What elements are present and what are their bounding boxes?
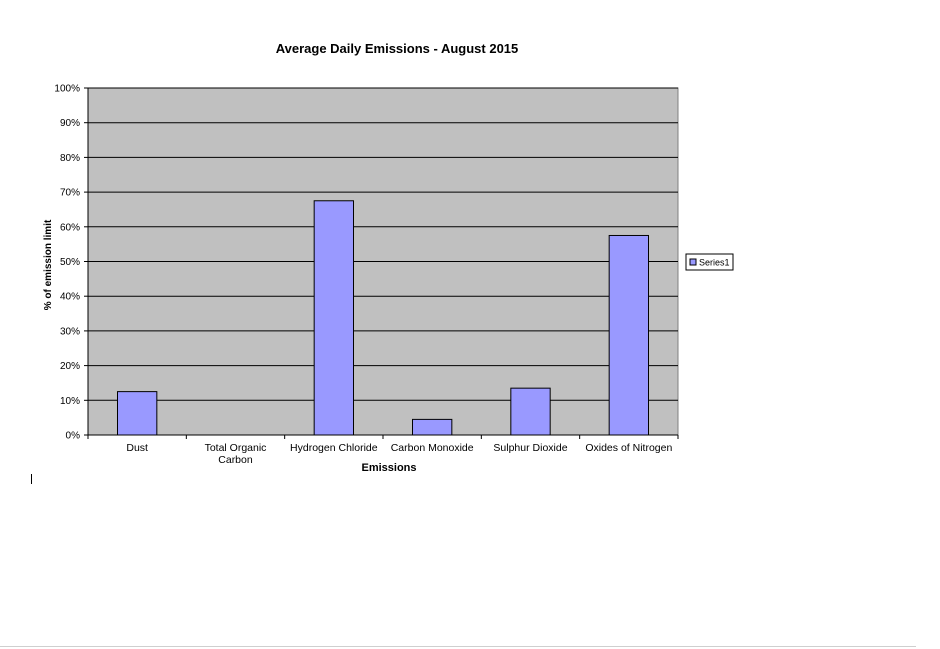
bar [510,387,551,436]
legend-label: Series1 [699,258,730,268]
x-tick-label: Sulphur Dioxide [493,442,567,454]
y-tick-label: 0% [66,431,81,442]
y-tick-label: 80% [60,153,80,164]
bar [608,234,650,436]
plot-area: 0% 10% 20% 30% 40% 50% 60% 70% 80% 90% 100% Dust Tot… [54,84,679,466]
bar [313,200,354,436]
y-tick-label: 30% [60,326,80,337]
y-tick-label: 10% [60,396,80,407]
x-tick-label: Oxides of Nitrogen [585,442,672,454]
bar [117,391,158,436]
x-tick-label: Dust [126,442,148,454]
legend-swatch [689,258,697,266]
chart-title: Average Daily Emissions - August 2015 [276,41,519,56]
y-tick-label: 60% [60,222,80,233]
x-tick-label: Carbon Monoxide [391,442,474,454]
bar [412,418,453,436]
y-tick-label: 50% [60,257,80,268]
y-tick-label: 90% [60,118,80,129]
legend-box [685,253,734,271]
y-tick-label: 70% [60,188,80,199]
legend: Series1 [685,253,734,271]
x-tick-label: Total Organic [205,442,267,454]
text-cursor [31,474,32,484]
y-tick-label: 100% [54,84,80,95]
x-tick-label: Hydrogen Chloride [290,442,378,454]
x-axis-title: Emissions [361,462,416,474]
page-bottom-rule [0,646,916,647]
y-tick-label: 40% [60,292,80,303]
y-axis-title: % of emission limit [43,219,54,310]
y-tick-label: 20% [60,361,80,372]
x-tick-label: Carbon [218,454,253,466]
